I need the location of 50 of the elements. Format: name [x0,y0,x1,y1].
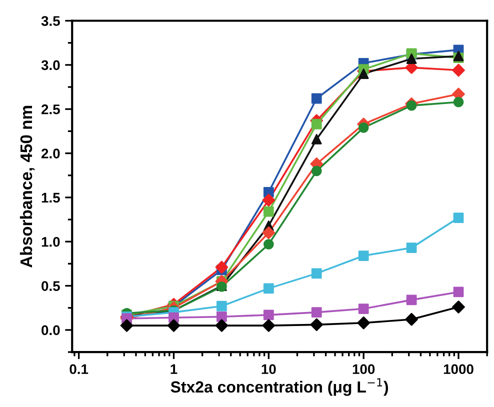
point [215,319,228,332]
point [263,206,274,217]
y-tick-label: 1.0 [42,236,60,247]
y-tick-label: 0.0 [42,325,60,336]
point [406,294,417,306]
point [310,318,324,332]
point [167,319,180,332]
y-tick-label: 2.5 [41,104,60,114]
point [262,194,276,207]
point [216,300,227,312]
point [215,260,228,274]
point [405,312,418,326]
point [262,226,276,240]
point [263,239,274,250]
point [358,250,369,261]
point [262,319,276,332]
point [311,93,322,104]
point [406,54,417,64]
point [311,166,322,176]
point [358,304,369,314]
point [452,300,465,314]
point [311,307,322,318]
point [453,212,464,223]
point [216,312,227,322]
x-tick-label: 1000 [444,364,474,374]
y-axis-title: Absorbance, 450 nm [20,106,35,268]
y-tick-label: 1.5 [42,192,60,203]
x-axis-title: Stx2a concentration (μg L$^{−1}$) [170,378,388,396]
y-tick-label: 3.0 [41,60,60,70]
point [358,122,369,133]
point [263,283,274,294]
point [263,310,274,320]
x-tick-label: 0.1 [70,364,88,374]
point [120,319,134,332]
point [311,118,322,130]
y-tick-label: 0.5 [42,281,60,291]
x-tick-label: 100 [352,364,375,374]
point [311,268,322,279]
point [453,286,464,298]
y-tick-label: 3.5 [41,16,60,26]
point [311,134,322,144]
y-tick-label: 2.0 [41,148,60,158]
point [358,68,369,79]
point [406,242,417,253]
x-tick-label: 1 [170,364,178,374]
point [452,64,465,77]
point [357,316,370,330]
point [406,100,417,111]
x-tick-label: 10 [262,364,276,374]
point [453,96,464,108]
